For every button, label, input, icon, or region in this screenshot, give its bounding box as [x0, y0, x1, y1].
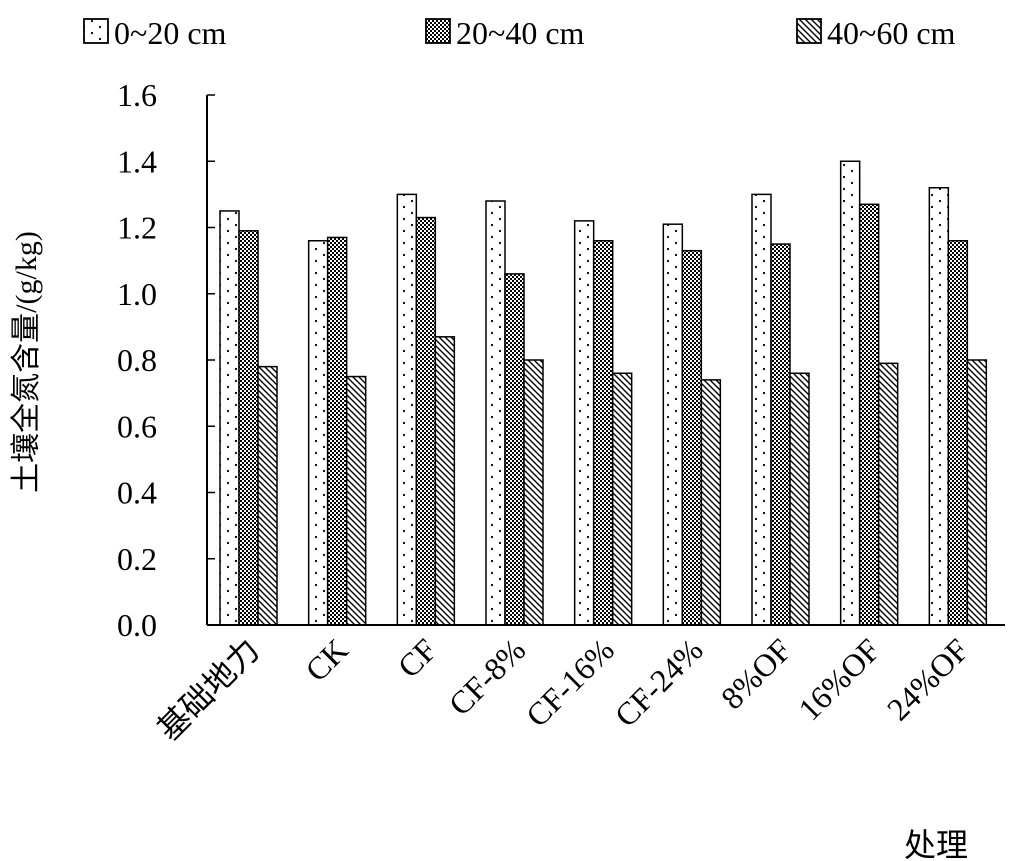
x-tick-label: 基础地力 — [150, 631, 266, 747]
x-tick-label: CK — [298, 631, 355, 688]
bar-1-7 — [751, 193, 772, 626]
y-tick-label: 1.4 — [117, 143, 157, 179]
y-tick-label: 0.6 — [117, 408, 157, 444]
bar-2-1 — [238, 230, 259, 626]
bar-3-5 — [611, 372, 633, 626]
y-tick-label: 0.2 — [117, 541, 157, 577]
bar-3-8 — [877, 362, 899, 626]
bar-3-3 — [434, 336, 456, 626]
bar-1-9 — [928, 187, 950, 626]
legend-swatch — [425, 18, 451, 44]
y-tick-label: 1.2 — [117, 210, 157, 246]
y-tick-label: 1.6 — [117, 77, 157, 113]
x-tick-label: 16%OF — [791, 631, 887, 727]
y-axis-ticks: 0.0 0.2 0.4 0.6 0.8 1.0 1.2 1.4 1.6 — [117, 77, 215, 643]
y-tick-label: 0.8 — [117, 342, 157, 378]
x-tick-label: CF-16% — [519, 631, 621, 733]
bar-1-3 — [396, 193, 418, 626]
legend-label: 40~60 cm — [827, 15, 956, 51]
bar-3-7 — [789, 372, 810, 626]
bar-1-6 — [662, 223, 684, 626]
x-tick-label: 24%OF — [880, 631, 976, 727]
bar-3-4 — [523, 359, 544, 626]
legend-swatch — [796, 18, 822, 44]
x-tick-label: CF-24% — [607, 631, 709, 733]
legend: 0~20 cm 20~40 cm 40~60 cm — [83, 15, 956, 51]
bar-2-5 — [592, 240, 614, 626]
bar-2-4 — [504, 273, 525, 626]
bar-2-8 — [858, 203, 880, 626]
x-axis-label: 处理 — [904, 827, 968, 861]
legend-swatch — [83, 18, 109, 44]
bar-2-6 — [681, 249, 703, 626]
y-axis-label: 土壤全氮含量/(g/kg) — [10, 231, 43, 493]
bar-1-1 — [219, 210, 240, 626]
y-tick-label: 0.4 — [117, 475, 157, 511]
y-tick-label: 1.0 — [117, 276, 157, 312]
bar-2-9 — [947, 240, 969, 626]
bar-1-5 — [573, 220, 595, 626]
bar-2-7 — [770, 243, 791, 626]
bar-3-9 — [966, 359, 988, 626]
x-tick-label: CF — [390, 631, 443, 684]
legend-label: 20~40 cm — [456, 15, 585, 51]
bar-1-8 — [839, 160, 861, 626]
bar-2-2 — [326, 236, 348, 626]
bar-3-6 — [700, 379, 722, 626]
y-tick-label: 0.0 — [117, 607, 157, 643]
bars — [219, 160, 988, 626]
x-tick-label: 8%OF — [714, 631, 799, 716]
bar-3-2 — [345, 375, 367, 626]
bar-3-1 — [257, 365, 278, 626]
bar-2-3 — [415, 216, 437, 626]
bar-1-2 — [307, 240, 329, 626]
bar-1-4 — [485, 200, 506, 626]
legend-label: 0~20 cm — [114, 15, 227, 51]
